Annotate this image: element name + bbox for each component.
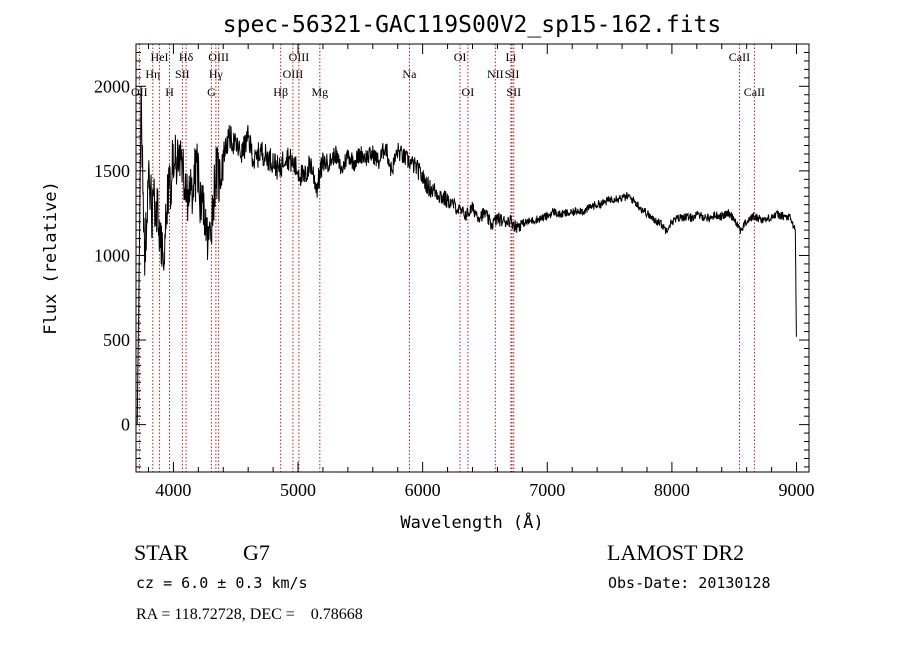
line-marker-label: CaII <box>744 85 765 99</box>
line-marker-label: Hδ <box>179 50 194 64</box>
line-marker-label: Hγ <box>209 67 224 81</box>
x-axis-title: Wavelength (Å) <box>400 511 543 533</box>
observation-date: Obs-Date: 20130128 <box>608 574 771 592</box>
line-marker-label: NII <box>487 67 504 81</box>
object-class: STAR <box>134 540 189 565</box>
line-marker-label: SII <box>505 67 520 81</box>
spectrum-line <box>136 86 797 425</box>
x-tick-label: 4000 <box>155 480 191 500</box>
coordinates-readout: RA = 118.72728, DEC = 0.78668 <box>136 606 363 623</box>
line-marker-label: HeI <box>151 50 169 64</box>
survey-label: LAMOST DR2 <box>607 540 744 565</box>
y-tick-label: 2000 <box>94 76 130 96</box>
x-tick-label: 9000 <box>779 480 815 500</box>
plot-frame <box>135 43 810 473</box>
line-marker-label: H <box>165 85 174 99</box>
line-marker-label: Mg <box>311 85 328 99</box>
x-tick-label: 5000 <box>280 480 316 500</box>
x-tick-label: 7000 <box>529 480 565 500</box>
chart-title: spec-56321-GAC119S00V2_sp15-162.fits <box>223 12 722 38</box>
line-marker-label: G <box>207 85 216 99</box>
line-marker-label: SII <box>506 85 521 99</box>
x-tick-label: 6000 <box>405 480 441 500</box>
axis-ticks: 4000 5000 6000 7000 8000 9000 0 500 1000 1500 2000 <box>94 43 815 500</box>
object-subclass: G7 <box>243 540 270 565</box>
line-marker-label: Na <box>402 67 417 81</box>
line-marker-label: CaII <box>729 50 750 64</box>
line-marker-label: Hβ <box>273 85 288 99</box>
line-marker-label: OIII <box>283 67 304 81</box>
line-marker-label: Li <box>506 50 517 64</box>
y-tick-label: 0 <box>121 415 130 435</box>
line-marker-label: OIII <box>208 50 229 64</box>
y-tick-label: 500 <box>103 330 130 350</box>
line-marker-label: OI <box>454 50 467 64</box>
spectrum-series <box>136 86 797 425</box>
y-axis-title: Flux (relative) <box>41 181 61 335</box>
y-tick-label: 1500 <box>94 161 130 181</box>
x-tick-label: 8000 <box>654 480 690 500</box>
line-marker-label: SII <box>175 67 190 81</box>
redshift-readout: cz = 6.0 ± 0.3 km/s <box>136 574 308 592</box>
line-marker-label: OIII <box>289 50 310 64</box>
line-marker-label: OI <box>462 85 475 99</box>
y-tick-label: 1000 <box>94 245 130 265</box>
line-marker-label: OII <box>131 85 148 99</box>
emission-line-markers: OIIHηHeIHSIIHδGHγOIIIHβOIIIOIIIMgNaOIOIN… <box>131 44 765 472</box>
line-marker-label: Hη <box>145 67 160 81</box>
